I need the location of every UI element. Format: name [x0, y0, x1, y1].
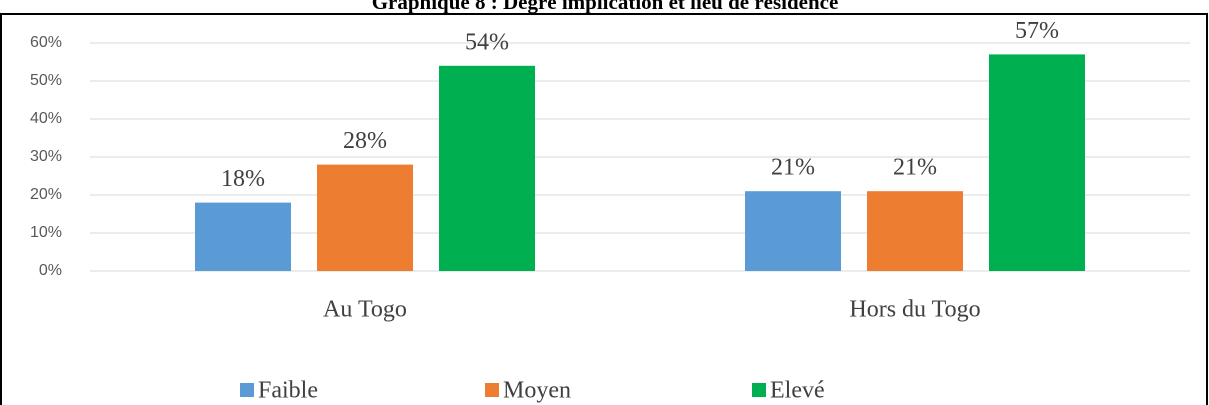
legend-swatch: [485, 383, 499, 397]
legend-swatch: [240, 383, 254, 397]
bar: [439, 65, 535, 271]
x-tick-label: Au Togo: [323, 297, 407, 323]
data-label: 21%: [771, 155, 815, 181]
data-label: 54%: [465, 29, 509, 55]
y-tick-label: 40%: [30, 110, 62, 127]
legend-label: Elevé: [770, 378, 825, 404]
data-label: 28%: [343, 128, 387, 154]
frame: [0, 13, 1208, 405]
y-tick-label: 20%: [30, 186, 62, 203]
data-label: 18%: [221, 166, 265, 192]
bar: [317, 164, 413, 271]
y-tick-label: 50%: [30, 72, 62, 89]
y-tick-label: 60%: [30, 34, 62, 51]
y-tick-label: 0%: [39, 262, 62, 279]
bar: [745, 191, 841, 271]
x-tick-label: Hors du Togo: [849, 297, 980, 323]
bar: [195, 202, 291, 271]
chart-title: Graphique 8 : Degré implication et lieu …: [372, 0, 839, 14]
bar: [989, 54, 1085, 272]
data-label: 21%: [893, 155, 937, 181]
y-tick-label: 10%: [30, 224, 62, 241]
data-label: 57%: [1015, 18, 1059, 44]
bar: [867, 191, 963, 271]
legend-swatch: [752, 383, 766, 397]
legend-label: Moyen: [503, 378, 571, 404]
legend-label: Faible: [258, 378, 318, 404]
title-backdrop: [240, 0, 970, 13]
y-tick-label: 30%: [30, 148, 62, 165]
